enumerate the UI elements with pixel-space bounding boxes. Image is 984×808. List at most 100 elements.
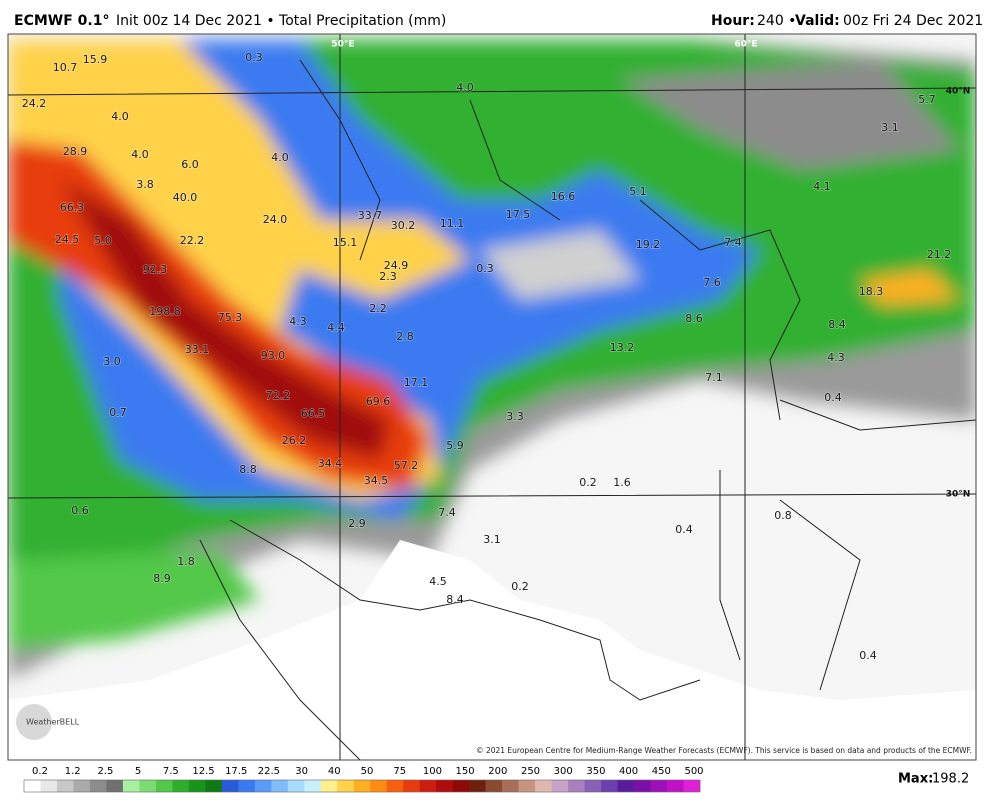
- init: Init 00z 14 Dec 2021 • Total Precipitati…: [116, 13, 446, 29]
- map-value: 4.4: [327, 321, 345, 334]
- color-swatch: [436, 780, 453, 792]
- map-value: 92.3: [143, 263, 168, 276]
- map-value: 0.4: [675, 523, 693, 536]
- map-value: 26.2: [282, 434, 307, 447]
- color-swatch: [40, 780, 58, 792]
- grid-label: 60°E: [734, 40, 757, 50]
- grid-label: 30°N: [946, 490, 971, 500]
- logo: WeatherBELL: [26, 718, 80, 727]
- colorbar-tick: 400: [619, 766, 638, 777]
- color-swatch: [221, 780, 239, 792]
- map-value: 8.6: [685, 312, 703, 325]
- map-value: 17.1: [404, 376, 429, 389]
- map-value: 24.9: [384, 259, 409, 272]
- map-value: 4.3: [827, 351, 845, 364]
- map-value: 3.1: [881, 121, 899, 134]
- map-value: 34.5: [364, 474, 389, 487]
- colorbar-tick: 2.5: [97, 766, 113, 777]
- map-value: 15.9: [83, 53, 108, 66]
- map-value: 69.6: [366, 395, 391, 408]
- map-value: 24.2: [22, 97, 47, 110]
- color-swatch: [287, 780, 305, 792]
- map-value: 3.1: [483, 533, 501, 546]
- color-swatch: [24, 780, 41, 792]
- map-value: 5.1: [629, 185, 647, 198]
- map-value: 7.4: [724, 236, 742, 249]
- model: ECMWF 0.1°: [14, 13, 109, 29]
- color-swatch: [403, 780, 421, 792]
- colorbar-tick: 12.5: [192, 766, 214, 777]
- colorbar-tick: 350: [586, 766, 605, 777]
- colorbar-tick: 40: [328, 766, 341, 777]
- map-value: 8.9: [153, 572, 171, 585]
- colorbar-tick: 200: [488, 766, 507, 777]
- map-value: 34.4: [318, 457, 343, 470]
- map-value: 3.8: [136, 178, 154, 191]
- map-value: 0.6: [71, 504, 89, 517]
- color-swatch: [650, 780, 668, 792]
- color-swatch: [122, 780, 140, 792]
- map-value: 24.0: [263, 213, 288, 226]
- color-swatch: [452, 780, 470, 792]
- map-value: 0.7: [109, 406, 127, 419]
- map-value: 0.4: [824, 391, 842, 404]
- valid: 00z Fri 24 Dec 2021: [843, 13, 983, 29]
- color-swatch: [304, 780, 322, 792]
- map-value: 66.5: [301, 407, 326, 420]
- map: [8, 34, 976, 760]
- color-swatch: [419, 780, 437, 792]
- map-value: 24.5: [55, 233, 80, 246]
- colorbar-tick: 450: [652, 766, 671, 777]
- grid-label: 40°N: [946, 87, 971, 97]
- colorbar-tick: 50: [361, 766, 374, 777]
- map-value: 5.9: [446, 439, 464, 452]
- color-swatch: [139, 780, 157, 792]
- map-value: 6.0: [181, 158, 199, 171]
- map-value: 13.2: [610, 341, 635, 354]
- map-value: 1.8: [177, 555, 195, 568]
- map-value: 3.3: [506, 410, 524, 423]
- color-swatch: [568, 780, 585, 792]
- map-value: 7.4: [438, 506, 456, 519]
- color-swatch: [683, 780, 701, 792]
- map-value: 4.0: [131, 148, 149, 161]
- map-value: 0.2: [511, 580, 529, 593]
- map-value: 0.3: [476, 262, 494, 275]
- map-value: 5.0: [94, 234, 112, 247]
- colorbar-tick: 0.2: [32, 766, 48, 777]
- color-swatch: [667, 780, 684, 792]
- colorbar-tick: 22.5: [258, 766, 280, 777]
- map-value: 5.7: [918, 93, 936, 106]
- color-swatch: [271, 780, 289, 792]
- color-swatch: [386, 780, 404, 792]
- map-value: 15.1: [333, 236, 358, 249]
- map-value: 10.7: [53, 61, 78, 74]
- map-value: 4.0: [111, 110, 129, 123]
- colorbar-tick: 100: [423, 766, 442, 777]
- colorbar-tick: 5: [135, 766, 141, 777]
- map-value: 8.4: [446, 593, 464, 606]
- colorbar-tick: 250: [521, 766, 540, 777]
- map-value: 0.8: [774, 509, 792, 522]
- colorbar-tick: 300: [554, 766, 573, 777]
- valid-label: Valid:: [795, 13, 840, 29]
- map-value: 33.7: [358, 209, 383, 222]
- colorbar-tick: 75: [393, 766, 406, 777]
- color-swatch: [502, 780, 519, 792]
- map-value: 18.3: [859, 285, 884, 298]
- color-swatch: [617, 780, 635, 792]
- color-swatch: [518, 780, 536, 792]
- map-value: 11.1: [440, 217, 465, 230]
- color-swatch: [634, 780, 651, 792]
- map-value: 2.8: [396, 330, 414, 343]
- map-value: 3.0: [103, 355, 121, 368]
- colorbar-tick: 7.5: [163, 766, 179, 777]
- colorbar-tick: 150: [456, 766, 475, 777]
- map-frame: [7, 33, 977, 761]
- colorbar-tick: 17.5: [225, 766, 247, 777]
- map-value: 28.9: [63, 145, 88, 158]
- map-value: 8.8: [239, 463, 257, 476]
- map-value: 8.4: [828, 318, 846, 331]
- color-swatch: [337, 780, 355, 792]
- map-value: 2.9: [348, 517, 366, 530]
